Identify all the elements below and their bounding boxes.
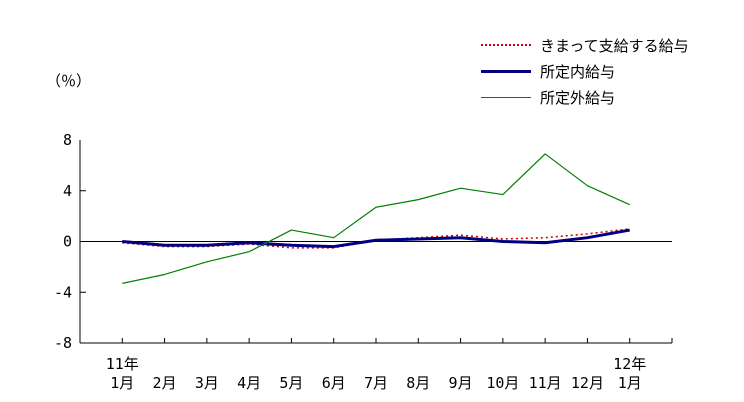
y-axis-unit-label: （％） <box>46 72 92 90</box>
y-tick-label: -4 <box>54 283 72 301</box>
thick-navy-line-icon <box>481 69 531 73</box>
y-tick-label: 4 <box>63 182 72 200</box>
x-tick-label: 5月 <box>279 374 303 392</box>
series-line-1 <box>122 228 630 249</box>
year-label-start: 11年 <box>106 355 139 373</box>
y-tick-label: 0 <box>63 233 72 251</box>
year-label-end: 12年 <box>613 355 646 373</box>
x-tick-label: 10月 <box>486 374 519 392</box>
legend-item-shoteinai-kyuyo: 所定内給与 <box>481 58 689 84</box>
thin-green-line-icon <box>481 96 531 98</box>
x-tick-label: 1月 <box>110 374 134 392</box>
x-tick-label: 3月 <box>195 374 219 392</box>
x-tick-label: 11月 <box>529 374 562 392</box>
legend-item-shoteigai-kyuyo: 所定外給与 <box>481 84 689 110</box>
chart-legend: きまって支給する給与 所定内給与 所定外給与 <box>481 32 689 110</box>
x-tick-label: 4月 <box>237 374 261 392</box>
legend-label: 所定内給与 <box>540 62 616 81</box>
dotted-red-line-icon <box>481 44 531 46</box>
legend-label: 所定外給与 <box>540 88 616 107</box>
x-tick-label: 8月 <box>406 374 430 392</box>
x-tick-label: 6月 <box>322 374 346 392</box>
x-tick-label: 7月 <box>364 374 388 392</box>
x-tick-label: 1月 <box>618 374 642 392</box>
legend-label: きまって支給する給与 <box>540 36 689 55</box>
x-tick-label: 9月 <box>449 374 473 392</box>
x-tick-label: 12月 <box>571 374 604 392</box>
series-line-2 <box>122 153 630 284</box>
x-tick-label: 2月 <box>153 374 177 392</box>
y-tick-label: -8 <box>54 334 72 352</box>
y-tick-label: 8 <box>63 131 72 149</box>
legend-item-kimatte-kyuyo: きまって支給する給与 <box>481 32 689 58</box>
